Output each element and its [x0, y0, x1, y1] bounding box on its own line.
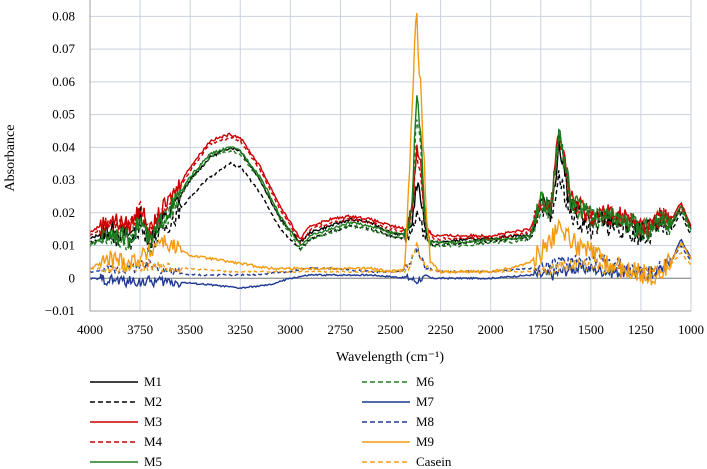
- legend-label: M2: [144, 394, 162, 409]
- series-line-m6: [89, 119, 692, 253]
- series-line-m7: [89, 238, 692, 290]
- legend-entry-m2: M2: [90, 394, 162, 409]
- plot-frame: [89, 0, 691, 312]
- legend-entry-m3: M3: [90, 414, 162, 429]
- y-axis-title: Absorbance: [3, 125, 18, 192]
- series-line-m4: [89, 136, 692, 245]
- legend-label: M4: [144, 434, 163, 449]
- legend-entry-casein: Casein: [362, 454, 452, 469]
- legend-label: M7: [416, 394, 435, 409]
- y-tick-label: 0.06: [52, 74, 75, 89]
- series-line-m3: [89, 132, 692, 240]
- x-tick-label: 3000: [277, 322, 303, 337]
- y-tick-label: 0: [69, 270, 76, 285]
- series-line-m9: [89, 12, 692, 286]
- legend-label: M9: [416, 434, 434, 449]
- y-tick-label: 0.07: [52, 41, 75, 56]
- legend-label: M3: [144, 414, 162, 429]
- x-axis-title: Wavelength (cm⁻¹): [336, 350, 444, 365]
- x-tick-label: 2000: [478, 322, 504, 337]
- y-tick-label: 0.04: [52, 139, 75, 154]
- y-tick-label: −0.01: [45, 303, 75, 318]
- series-line-m2: [89, 161, 692, 255]
- x-tick-label: 1250: [628, 322, 654, 337]
- x-tick-label: 1750: [528, 322, 554, 337]
- y-tick-label: 0.03: [52, 172, 75, 187]
- y-tick-label: 0.08: [52, 8, 75, 23]
- y-tick-label: 0.05: [52, 107, 75, 122]
- legend-entry-m6: M6: [362, 374, 435, 389]
- x-tick-label: 4000: [77, 322, 103, 337]
- x-tick-label: 2250: [428, 322, 454, 337]
- legend-entry-m4: M4: [90, 434, 163, 449]
- legend-label: M1: [144, 374, 162, 389]
- legend-entry-m8: M8: [362, 414, 434, 429]
- legend-label: M8: [416, 414, 434, 429]
- y-tick-label: 0.01: [52, 238, 75, 253]
- x-tick-label: 1500: [578, 322, 604, 337]
- y-tick-label: 0.02: [52, 205, 75, 220]
- y-tick-labels: −0.01 0 0.01 0.02 0.03 0.04 0.05 0.06 0.07 0.08: [45, 8, 76, 318]
- series-lines: [89, 12, 692, 290]
- x-tick-label: 3250: [227, 322, 253, 337]
- legend-entry-m7: M7: [362, 394, 435, 409]
- legend-label: M5: [144, 454, 162, 469]
- x-tick-label: 3750: [127, 322, 153, 337]
- x-tick-label: 3500: [177, 322, 203, 337]
- legend-label: Casein: [416, 454, 452, 469]
- x-tick-label: 2500: [378, 322, 404, 337]
- legend-label: M6: [416, 374, 435, 389]
- x-tick-label: 1000: [678, 322, 704, 337]
- x-tick-labels: 4000 3750 3500 3250 3000 2750 2500 2250 2000 1750…: [77, 322, 704, 337]
- legend: M1 M2 M3 M4 M5 M6 M7 M8 M9 Casein: [90, 374, 452, 469]
- legend-entry-m1: M1: [90, 374, 162, 389]
- legend-entry-m5: M5: [90, 454, 162, 469]
- legend-entry-m9: M9: [362, 434, 434, 449]
- x-tick-label: 2750: [327, 322, 353, 337]
- series-line-m5: [89, 95, 692, 248]
